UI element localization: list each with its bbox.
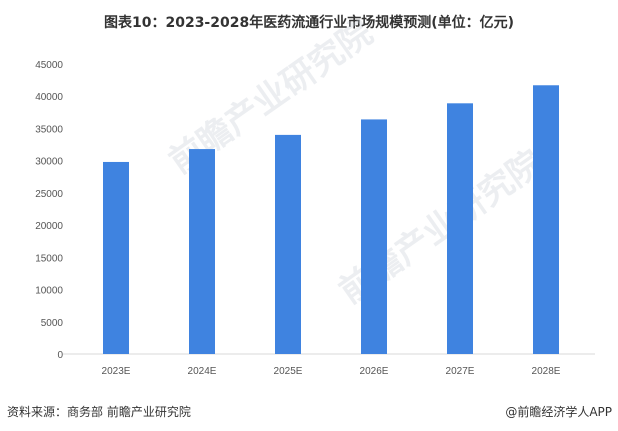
y-tick-label: 40000 (35, 92, 63, 103)
bar-chart: 0 5000 10000 15000 20000 25000 30000 35000 40000… (35, 60, 595, 377)
y-tick-label: 15000 (35, 253, 63, 264)
y-tick-label: 45000 (35, 60, 63, 71)
y-tick-label: 25000 (35, 189, 63, 200)
x-tick-label: 2023E (102, 366, 131, 377)
y-tick-label: 0 (57, 350, 63, 361)
chart-title: 图表10：2023-2028年医药流通行业市场规模预测(单位：亿元) (103, 15, 515, 31)
credit-note: @前瞻经济学人APP (505, 405, 612, 419)
x-tick-label: 2025E (274, 366, 303, 377)
x-tick-label: 2028E (532, 366, 561, 377)
x-tick-label: 2024E (188, 366, 217, 377)
y-tick-label: 5000 (41, 318, 64, 329)
x-tick-label: 2026E (360, 366, 389, 377)
bar-2027E (447, 103, 473, 354)
y-tick-label: 10000 (35, 286, 63, 297)
y-tick-label: 35000 (35, 124, 63, 135)
x-tick-label: 2027E (446, 366, 475, 377)
y-tick-label: 30000 (35, 157, 63, 168)
bar-2026E (361, 119, 387, 354)
source-note: 资料来源：商务部 前瞻产业研究院 (7, 405, 191, 419)
bar-2028E (533, 85, 559, 355)
y-tick-label: 20000 (35, 221, 63, 232)
bar-2024E (189, 149, 215, 354)
bar-2023E (103, 161, 129, 354)
bar-2025E (275, 134, 301, 354)
